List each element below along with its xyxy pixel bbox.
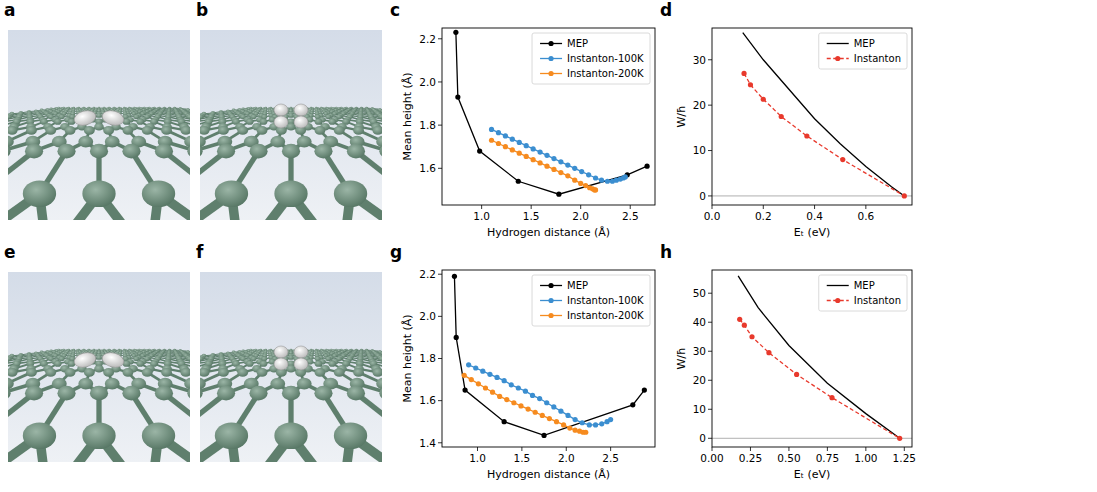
carbon-atom: [249, 144, 267, 159]
carbon-atom: [251, 114, 257, 119]
carbon-atom: [122, 144, 140, 159]
carbon-atom: [57, 144, 75, 159]
hydrogen-atom: [294, 116, 308, 128]
carbon-atom: [372, 126, 382, 135]
carbon-atom: [315, 126, 326, 135]
carbon-atom: [288, 113, 294, 117]
background: [8, 30, 190, 220]
carbon-atom: [142, 180, 175, 207]
carbon-atom: [8, 117, 9, 123]
carbon-atom: [8, 114, 11, 119]
carbon-atom: [347, 144, 365, 159]
carbon-atom: [96, 113, 102, 117]
carbon-atom: [136, 119, 144, 125]
carbon-atom: [315, 119, 323, 125]
carbon-atom: [133, 114, 139, 119]
carbon-atom: [200, 114, 203, 119]
carbon-atom: [282, 144, 300, 159]
carbon-atom: [189, 110, 190, 113]
carbon-atom: [200, 144, 203, 159]
panel-label: a: [4, 0, 15, 20]
carbon-atom: [274, 180, 307, 207]
carbon-atom: [161, 126, 172, 135]
hydrogen-atom: [274, 116, 288, 128]
figure: abefc1.01.52.02.51.61.82.02.2Hydrogen di…: [0, 0, 1097, 492]
carbon-atom: [270, 136, 285, 148]
carbon-atom: [353, 126, 364, 135]
hydrogen-atom: [274, 104, 288, 116]
carbon-atom: [334, 126, 345, 135]
carbon-atom: [379, 114, 382, 119]
carbon-atom: [59, 114, 65, 119]
carbon-atom: [184, 136, 190, 148]
carbon-atom: [94, 123, 104, 131]
hydrogen-atom: [101, 108, 126, 127]
structure-image: [0, 272, 1097, 492]
carbon-atom: [190, 117, 191, 123]
carbon-atom: [8, 136, 14, 148]
carbon-atom: [82, 180, 115, 207]
carbon-atom: [45, 126, 56, 135]
image-content: [8, 30, 190, 220]
carbon-atom: [187, 144, 190, 159]
carbon-atom: [65, 126, 76, 135]
carbon-atom: [123, 126, 134, 135]
background: [200, 30, 382, 220]
carbon-atom: [314, 144, 332, 159]
panel-label: b: [196, 0, 208, 20]
structure-image: [0, 30, 1097, 261]
carbon-atom: [334, 180, 367, 207]
carbon-atom: [54, 119, 62, 125]
carbon-atom: [215, 180, 248, 207]
carbon-atom: [105, 136, 120, 148]
carbon-atom: [142, 126, 153, 135]
carbon-atom: [382, 117, 383, 123]
carbon-atom: [26, 126, 37, 135]
carbon-atom: [260, 119, 268, 125]
background: [8, 272, 190, 462]
carbon-atom: [84, 126, 95, 135]
carbon-atom: [218, 126, 229, 135]
image-content: [200, 30, 382, 220]
carbon-atom: [325, 114, 331, 119]
carbon-atom: [23, 180, 56, 207]
carbon-atom: [328, 119, 336, 125]
image-content: [8, 272, 190, 462]
carbon-atom: [8, 126, 18, 135]
carbon-atom: [376, 136, 382, 148]
hydrogen-atom: [73, 108, 98, 127]
carbon-atom: [379, 144, 382, 159]
carbon-atom: [200, 126, 210, 135]
carbon-atom: [246, 119, 254, 125]
carbon-atom: [257, 126, 268, 135]
carbon-atom: [90, 144, 108, 159]
carbon-atom: [78, 136, 93, 148]
hydrogen-atom: [294, 104, 308, 116]
carbon-atom: [103, 126, 114, 135]
carbon-atom: [200, 136, 206, 148]
carbon-atom: [381, 110, 382, 113]
carbon-atom: [25, 144, 43, 159]
carbon-atom: [8, 144, 11, 159]
carbon-atom: [187, 114, 190, 119]
carbon-atom: [200, 117, 201, 123]
carbon-atom: [297, 136, 312, 148]
carbon-atom: [155, 144, 173, 159]
carbon-atom: [180, 126, 190, 135]
carbon-atom: [217, 144, 235, 159]
structure-image: [0, 30, 1097, 261]
carbon-atom: [237, 126, 248, 135]
